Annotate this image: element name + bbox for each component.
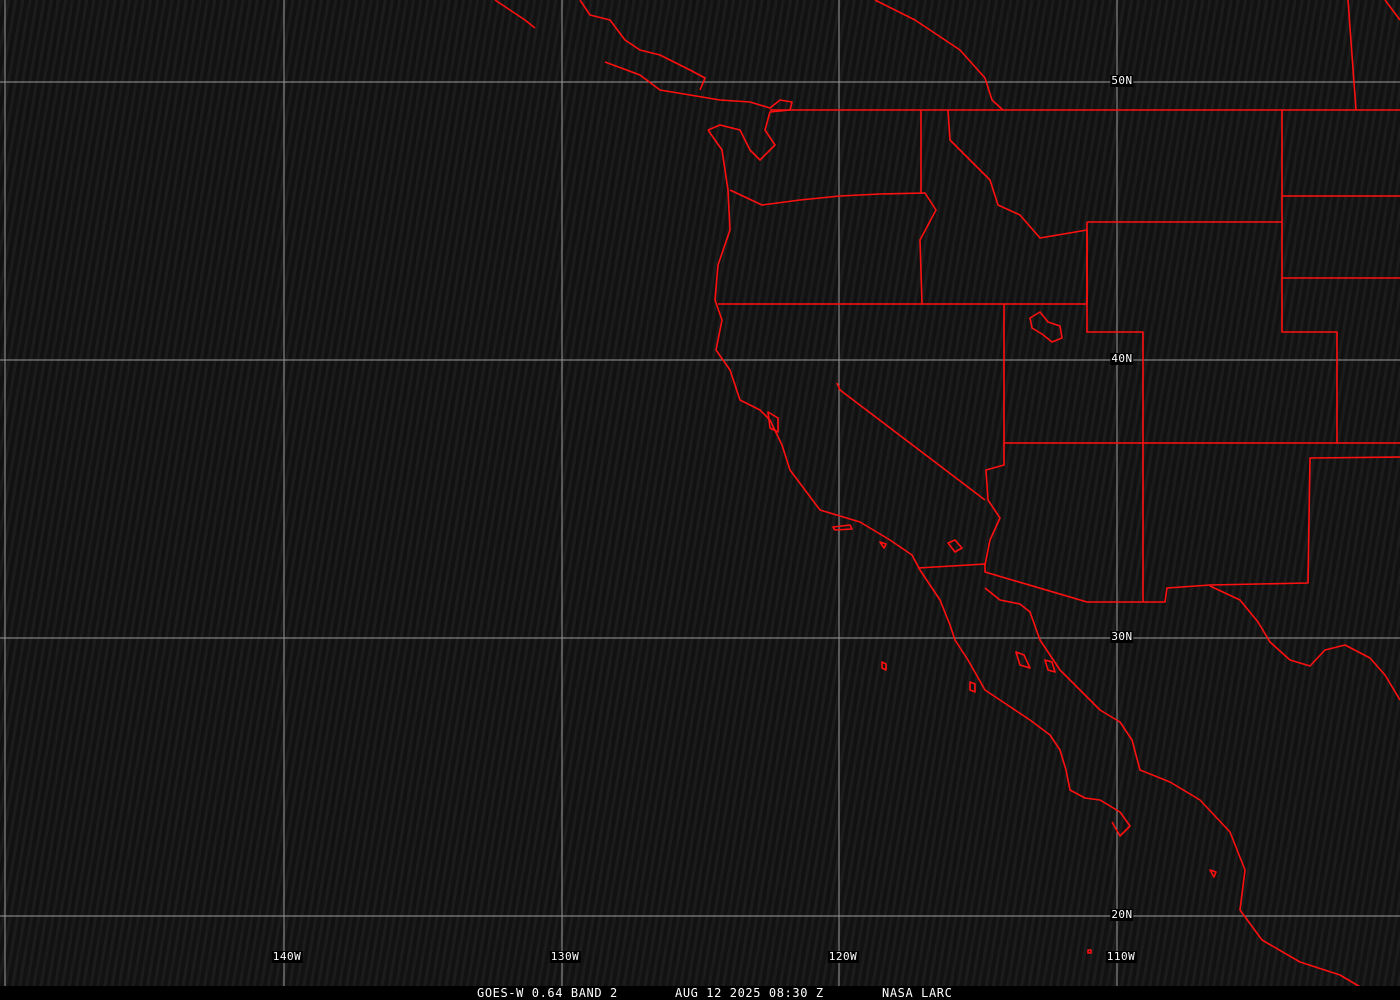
bc-coast-inlets: [579, 0, 706, 91]
latitude-label-50n: 50N: [1110, 74, 1134, 87]
caption-bar: [0, 986, 1400, 1000]
gulf-of-california-coast: [984, 587, 1363, 989]
caption-satellite-band: GOES-W 0.64 BAND 2: [477, 986, 618, 1000]
gulf-island-tiburon: [1015, 651, 1031, 669]
latitude-label-30n: 30N: [1110, 630, 1134, 643]
gulf-island-angel: [1044, 659, 1056, 673]
caption-datetime: AUG 12 2025 08:30 Z: [675, 986, 824, 1000]
cedros-island: [969, 681, 976, 693]
wyoming-border: [1087, 221, 1338, 443]
us-mexico-border: [917, 456, 1400, 603]
san-clemente-island: [879, 541, 887, 549]
washington-oregon-border: [729, 189, 937, 305]
guadalupe-island: [881, 661, 887, 671]
longitude-label-120w: 120W: [827, 950, 859, 963]
nevada-utah-arizona-border: [984, 304, 1005, 566]
political-boundaries: [494, 0, 1400, 989]
utah-idaho-wyoming-border: [1086, 222, 1144, 602]
caption-source: NASA LARC: [882, 986, 953, 1000]
canada-interior-boundary: [874, 0, 1004, 111]
salton-sea: [947, 539, 963, 553]
longitude-label-140w: 140W: [271, 950, 303, 963]
bc-coast-north: [494, 0, 536, 29]
bc-coastline: [604, 61, 793, 161]
tres-marias-island: [1209, 869, 1217, 878]
alberta-saskatchewan-border: [1347, 0, 1357, 111]
revillagigedo-island: [1087, 949, 1092, 954]
mexico-mainland-coast: [1209, 585, 1400, 701]
longitude-label-110w: 110W: [1105, 950, 1137, 963]
san-francisco-bay: [767, 411, 779, 433]
channel-islands: [832, 524, 853, 531]
pacific-coastline: [707, 129, 1131, 837]
longitude-label-130w: 130W: [549, 950, 581, 963]
california-nevada-border: [836, 382, 986, 501]
latitude-label-40n: 40N: [1110, 352, 1134, 365]
idaho-montana-border: [947, 109, 1088, 304]
latitude-label-20n: 20N: [1110, 908, 1134, 921]
alberta-bc-divide: [1384, 0, 1400, 21]
great-salt-lake: [1029, 311, 1063, 343]
